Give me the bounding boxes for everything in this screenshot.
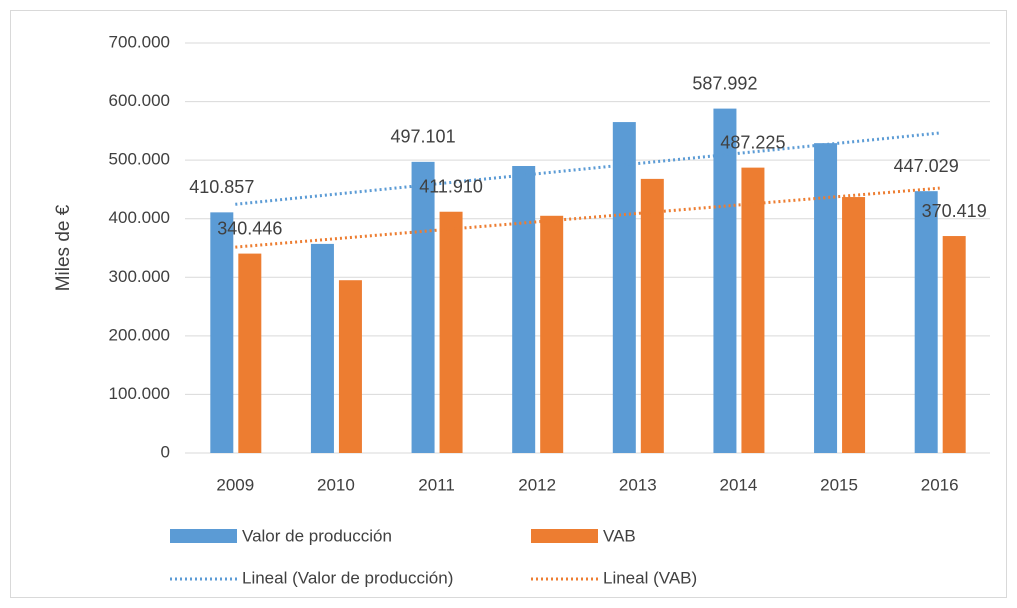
bar — [411, 161, 435, 454]
legend-swatch — [170, 529, 237, 543]
legend-label: VAB — [603, 526, 636, 545]
x-tick-label: 2009 — [216, 475, 254, 494]
data-label: 340.446 — [217, 218, 282, 238]
chart-border — [10, 10, 1007, 598]
x-tick-label: 2012 — [518, 475, 556, 494]
data-label: 410.857 — [189, 177, 254, 197]
x-tick-label: 2010 — [317, 475, 355, 494]
legend-label: Lineal (VAB) — [603, 568, 697, 587]
legend-label: Lineal (Valor de producción) — [242, 568, 453, 587]
bar — [338, 280, 362, 453]
y-tick-label: 0 — [161, 442, 170, 461]
data-label: 587.992 — [692, 73, 757, 93]
bar — [310, 243, 334, 453]
x-tick-label: 2013 — [619, 475, 657, 494]
y-tick-label: 200.000 — [109, 325, 170, 344]
data-label: 487.225 — [720, 132, 785, 152]
bar — [439, 211, 463, 453]
y-tick-label: 100.000 — [109, 384, 170, 403]
data-label: 370.419 — [922, 201, 987, 221]
x-tick-label: 2016 — [921, 475, 959, 494]
x-tick-label: 2011 — [418, 475, 455, 494]
data-label: 497.101 — [391, 127, 456, 147]
y-tick-label: 300.000 — [109, 267, 170, 286]
y-tick-label: 400.000 — [109, 208, 170, 227]
bar — [814, 143, 838, 453]
bar — [540, 215, 564, 453]
bar — [210, 212, 234, 453]
bar — [640, 178, 664, 453]
y-tick-label: 500.000 — [109, 150, 170, 169]
data-label: 411.910 — [419, 176, 483, 196]
y-tick-label: 700.000 — [109, 32, 170, 51]
legend-label: Valor de producción — [242, 526, 392, 545]
data-label: 447.029 — [894, 156, 959, 176]
bar — [741, 167, 765, 453]
bar — [612, 122, 636, 454]
legend-swatch — [531, 529, 598, 543]
bar — [914, 191, 938, 453]
x-tick-label: 2015 — [820, 475, 858, 494]
bar — [842, 197, 866, 453]
bar — [713, 108, 737, 454]
x-tick-label: 2014 — [720, 475, 758, 494]
y-axis-label: Miles de € — [53, 204, 74, 291]
bar — [238, 253, 262, 453]
bar — [942, 236, 966, 453]
y-tick-label: 600.000 — [109, 91, 170, 110]
bar — [512, 166, 536, 453]
